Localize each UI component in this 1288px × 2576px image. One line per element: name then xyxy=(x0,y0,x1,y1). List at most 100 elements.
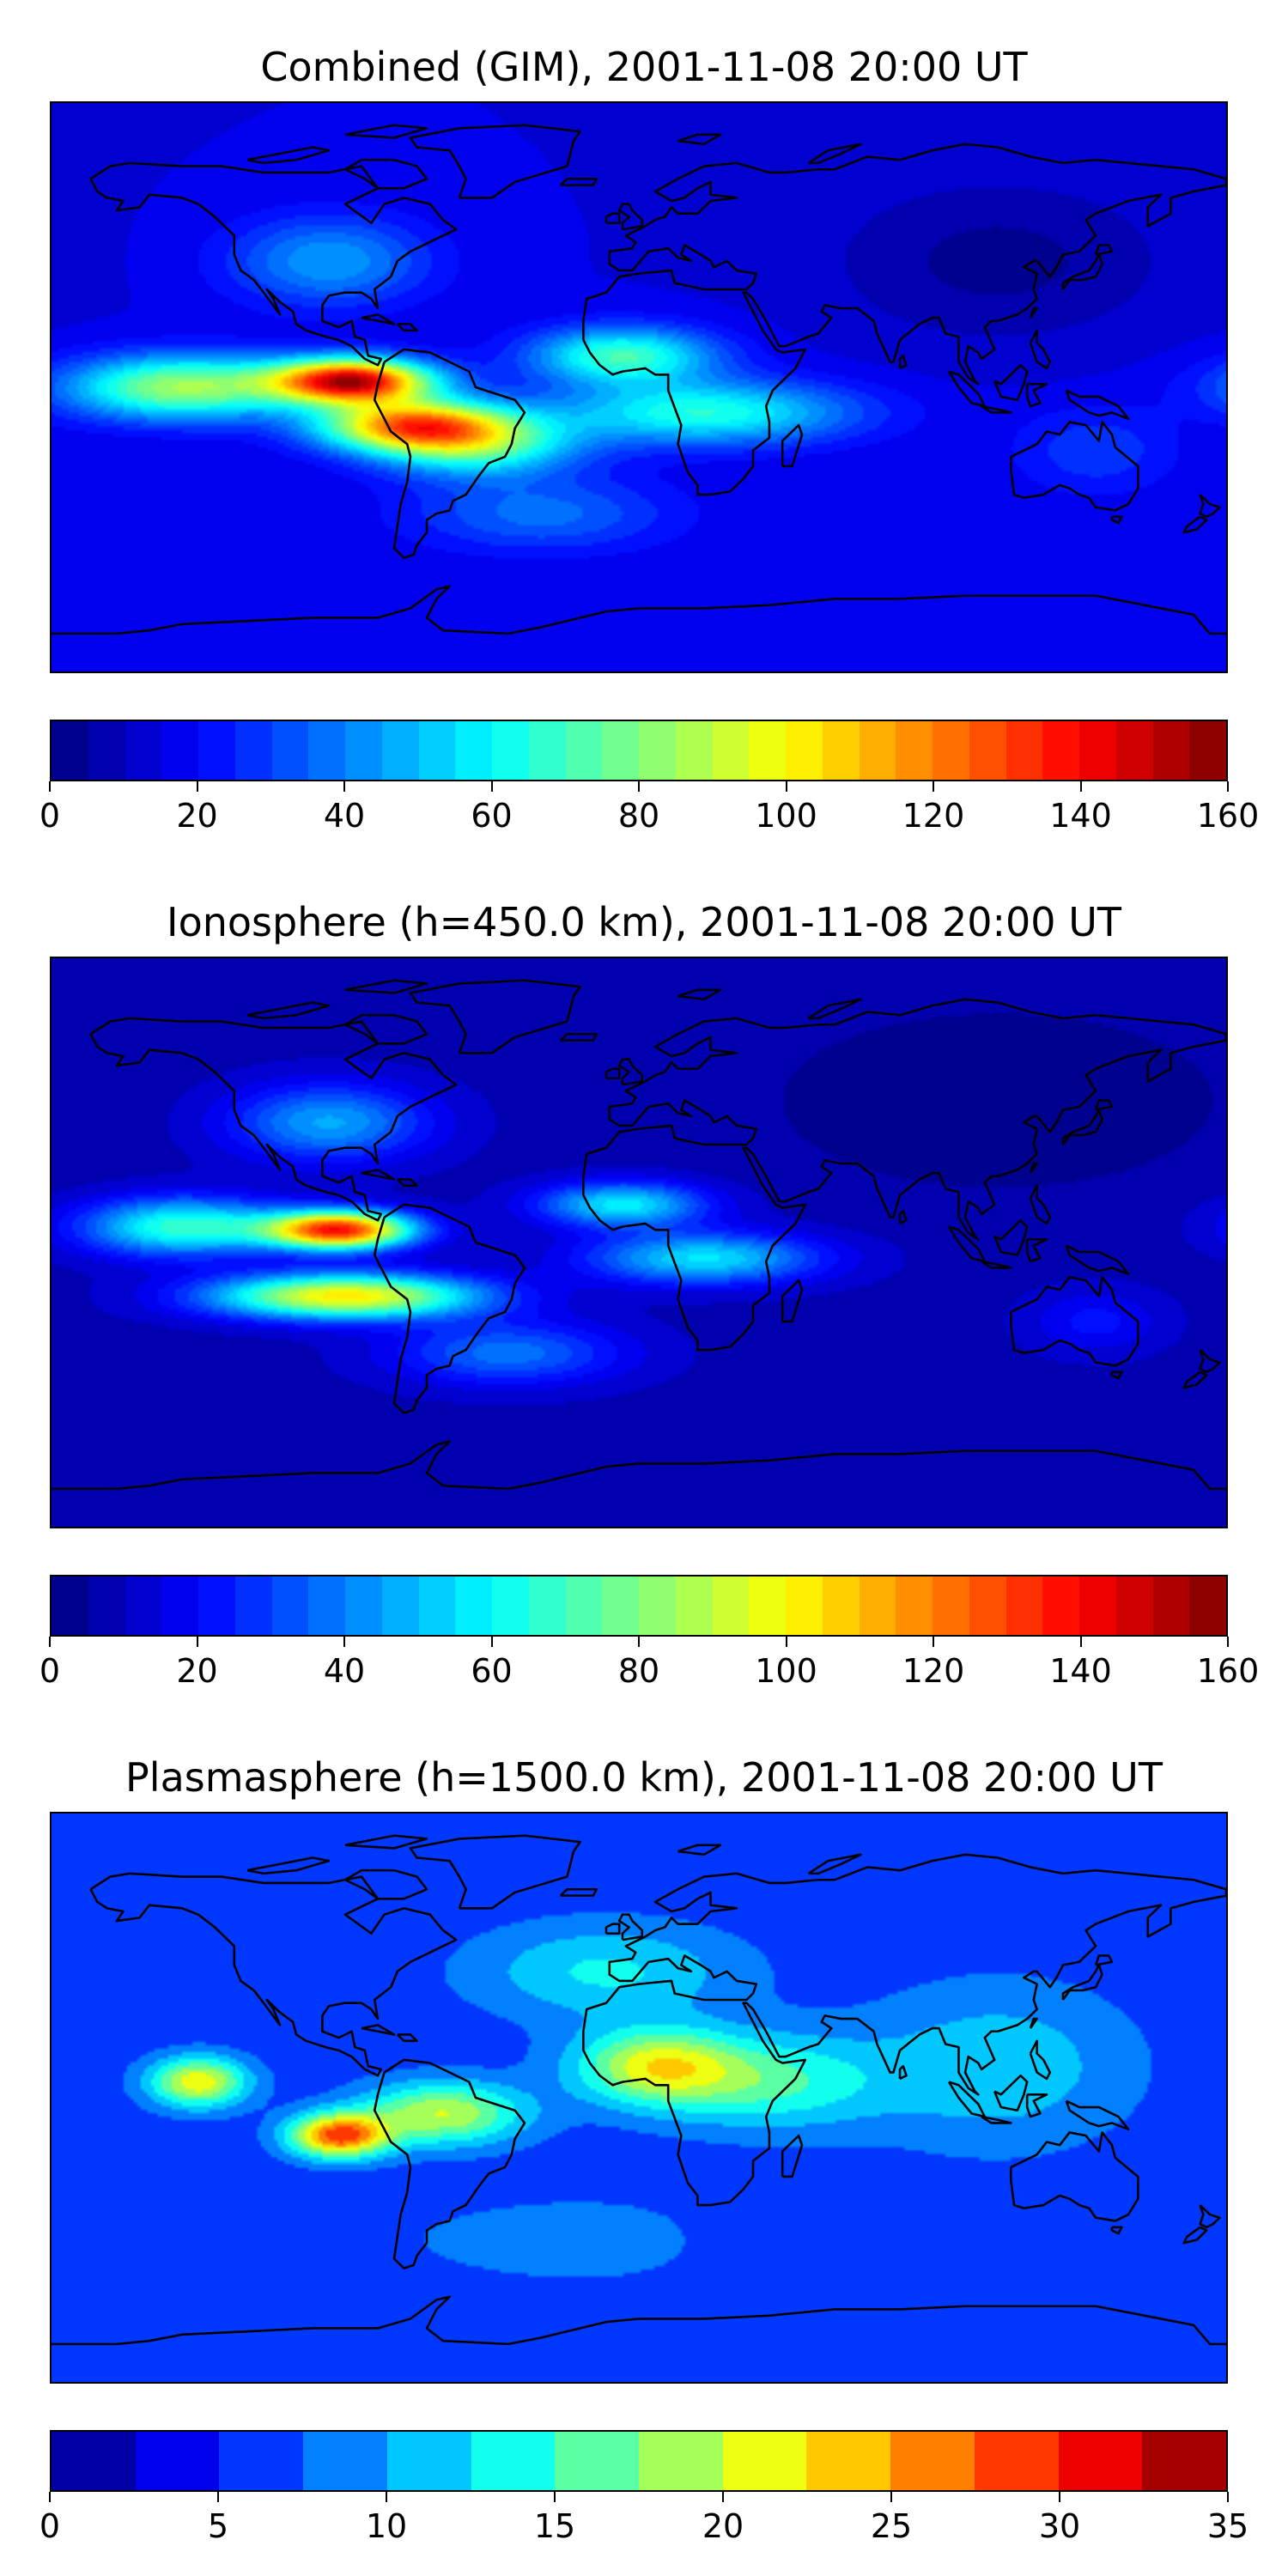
colorbar-tick-label: 120 xyxy=(902,797,965,835)
colorbar-tick-label: 100 xyxy=(755,797,817,835)
coastline xyxy=(1199,494,1221,519)
coastline xyxy=(617,1058,644,1086)
colorbar-tick-label: 25 xyxy=(870,2507,913,2545)
coastline xyxy=(1009,421,1139,512)
coastline xyxy=(246,1001,331,1020)
coastline xyxy=(1094,1099,1114,1111)
colorbar-segment xyxy=(386,2432,471,2490)
coastline xyxy=(396,2033,418,2043)
coastline xyxy=(1009,2131,1139,2222)
colorbar-segment xyxy=(675,1577,713,1635)
coastline xyxy=(89,1872,458,2077)
colorbar-tick-label: 60 xyxy=(471,797,513,835)
colorbar-tick-mark xyxy=(785,781,787,792)
coastline xyxy=(1094,1954,1114,1966)
colorbar-segment xyxy=(528,1577,566,1635)
colorbar-segment xyxy=(381,1577,419,1635)
panel-1-colorbar xyxy=(50,720,1228,781)
coastline xyxy=(1009,1276,1139,1367)
coastline xyxy=(605,1067,621,1080)
coastline xyxy=(617,1913,644,1941)
colorbar-tick-label: 140 xyxy=(1049,797,1112,835)
coastline xyxy=(1110,2226,1123,2235)
colorbar-segment xyxy=(161,721,198,780)
coastline xyxy=(246,1856,331,1875)
colorbar-tick-label: 40 xyxy=(323,1652,366,1690)
colorbar-tick-label: 5 xyxy=(207,2507,229,2545)
coastline xyxy=(582,998,1226,1352)
colorbar-tick-label: 20 xyxy=(176,797,218,835)
colorbar-segment xyxy=(1152,721,1190,780)
coastline xyxy=(409,979,581,1054)
colorbar-tick-label: 120 xyxy=(902,1652,965,1690)
coastline xyxy=(1025,2093,1048,2118)
coastline xyxy=(1029,1184,1052,1225)
coastline xyxy=(1199,1349,1221,1374)
coastline xyxy=(993,363,1029,402)
panel-3-colorbar-ticks: 0 5 10 15 20 25 30 35 xyxy=(39,2492,1249,2545)
coastline xyxy=(582,143,1226,496)
coastline xyxy=(1110,515,1123,525)
colorbar-tick-label: 140 xyxy=(1049,1652,1112,1690)
colorbar-segment xyxy=(933,721,969,780)
coastline xyxy=(361,1169,396,1181)
colorbar-segment xyxy=(1005,721,1043,780)
coastline xyxy=(396,1178,418,1188)
colorbar-tick-mark xyxy=(1079,1637,1082,1647)
coastline xyxy=(1094,244,1114,256)
coastline xyxy=(677,988,722,1001)
coastline xyxy=(559,1887,598,1897)
coastline xyxy=(52,2295,1226,2346)
colorbar-tick-mark xyxy=(490,781,493,792)
panel-2-coastlines xyxy=(52,979,1226,1491)
coastline xyxy=(373,348,526,559)
colorbar-segment xyxy=(303,2432,387,2490)
coastline xyxy=(898,2064,908,2081)
colorbar-segment xyxy=(969,1577,1006,1635)
colorbar-segment xyxy=(602,721,639,780)
coastline xyxy=(52,585,1226,635)
coastline xyxy=(898,1209,908,1225)
colorbar-tick-mark xyxy=(49,781,51,792)
colorbar-segment xyxy=(1189,721,1226,780)
colorbar-tick-mark xyxy=(196,781,198,792)
coastline xyxy=(981,2115,1012,2124)
colorbar-segment xyxy=(1189,1577,1226,1635)
colorbar-tick-mark xyxy=(343,1637,345,1647)
colorbar-segment xyxy=(1152,1577,1190,1635)
colorbar-segment xyxy=(602,1577,639,1635)
colorbar-segment xyxy=(675,721,713,780)
colorbar-segment xyxy=(418,721,456,780)
colorbar-tick-label: 80 xyxy=(617,797,660,835)
colorbar-segment xyxy=(565,721,603,780)
colorbar-tick-label: 80 xyxy=(617,1652,660,1690)
coastline xyxy=(361,2024,396,2036)
coastline xyxy=(1065,1244,1130,1276)
panel-2-title: Ionosphere (h=450.0 km), 2001-11-08 20:0… xyxy=(167,899,1121,945)
colorbar-segment xyxy=(528,721,566,780)
colorbar-segment xyxy=(639,2432,723,2490)
colorbar-segment xyxy=(639,721,676,780)
colorbar-tick-mark xyxy=(933,1637,934,1647)
colorbar-segment xyxy=(712,1577,750,1635)
colorbar-tick-mark xyxy=(386,2492,387,2502)
colorbar-segment xyxy=(969,721,1006,780)
colorbar-segment xyxy=(1115,721,1153,780)
colorbar-segment xyxy=(125,1577,162,1635)
colorbar-tick-mark xyxy=(638,781,640,792)
colorbar-segment xyxy=(52,1577,88,1635)
colorbar-tick-label: 100 xyxy=(755,1652,817,1690)
colorbar-segment xyxy=(859,1577,896,1635)
colorbar-segment xyxy=(234,1577,272,1635)
colorbar-segment xyxy=(749,1577,786,1635)
coastline xyxy=(781,2134,804,2178)
coastline xyxy=(677,1844,722,1856)
coastline xyxy=(781,1279,804,1323)
colorbar-segment xyxy=(135,2432,220,2490)
panel-1-field xyxy=(52,103,1226,671)
colorbar-segment xyxy=(749,721,786,780)
coastline xyxy=(1065,389,1130,421)
coastline xyxy=(559,1032,598,1042)
colorbar-segment xyxy=(492,1577,529,1635)
colorbar-tick-label: 0 xyxy=(39,1652,61,1690)
